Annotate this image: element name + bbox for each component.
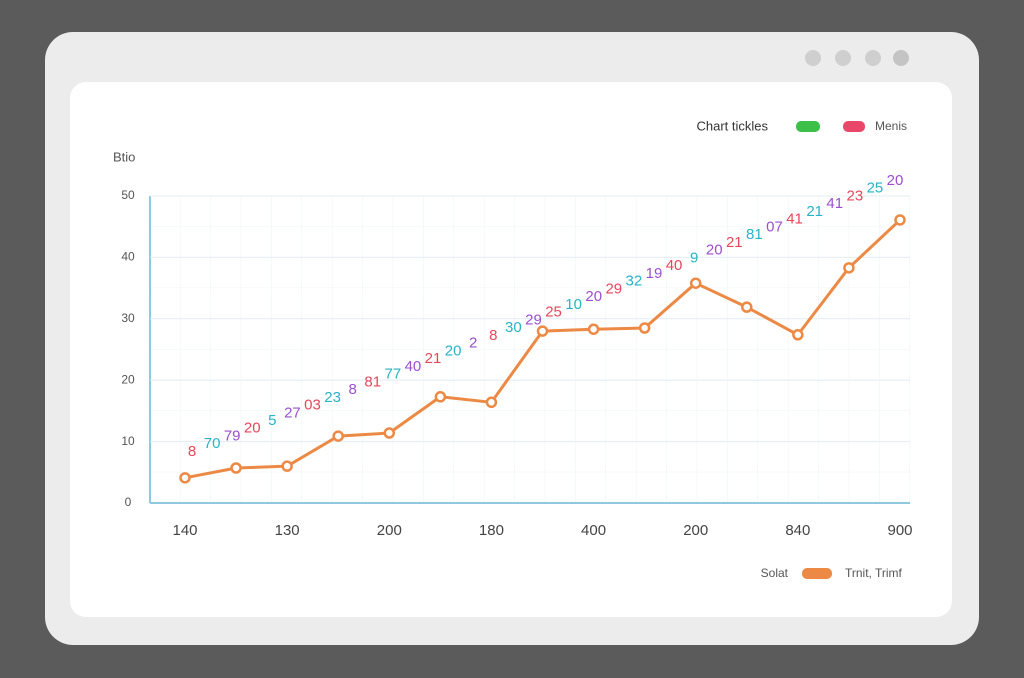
annotation-label: 27 [284,404,301,421]
annotation-label: 25 [867,180,884,197]
x-tick-label: 200 [683,522,708,539]
y-tick-label: 50 [121,188,135,202]
point [383,427,396,439]
point [843,262,855,274]
annotation-label: 40 [405,358,422,375]
point [485,396,498,409]
annotation-label: 81 [746,226,763,243]
point [638,322,651,334]
legend-caption: Solat [761,566,789,580]
annotation-label: 21 [726,234,743,251]
y-tick-label: 40 [121,250,135,264]
legend-title: Chart tickles [696,118,768,133]
point [434,391,447,403]
x-tick-label: 400 [581,522,606,539]
window-dot[interactable] [893,50,909,66]
annotation-label: 20 [887,172,904,189]
legend-swatch [802,568,832,579]
annotation-label: 8 [188,443,196,460]
annotation-label: 23 [324,389,341,406]
point [536,325,549,337]
annotation-label: 8 [489,327,497,344]
annotation-label: 03 [304,397,321,414]
y-tick-label: 10 [121,434,135,448]
annotation-label: 10 [565,296,582,313]
x-tick-label: 840 [785,522,810,539]
y-axis-label: Btio [113,149,135,164]
x-tick-label: 200 [377,522,402,539]
annotation-label: 41 [786,211,803,228]
point [894,214,906,226]
point [281,460,293,472]
point [332,430,344,442]
legend-label: Trnit, Trimf [845,566,903,580]
annotation-label: 20 [706,242,723,259]
x-tick-label: 900 [887,522,912,539]
annotation-label: 20 [445,342,462,359]
annotation-label: 41 [826,195,843,212]
point [179,472,191,484]
annotation-label: 40 [666,257,683,274]
window-dot[interactable] [805,50,821,66]
annotation-label: 9 [690,249,698,266]
annotation-label: 2 [469,335,477,352]
y-tick-label: 20 [121,372,135,386]
point [741,301,753,313]
annotation-label: 20 [585,288,602,305]
x-tick-label: 130 [275,522,300,539]
annotation-label: 19 [646,265,663,282]
annotation-label: 25 [545,304,562,321]
x-tick-label: 140 [172,522,197,539]
annotation-label: 5 [268,412,276,429]
point [689,277,702,289]
annotation-label: 21 [806,203,823,220]
annotation-label: 70 [204,435,221,452]
annotation-label: 21 [425,350,442,367]
point [792,329,804,341]
x-tick-label: 180 [479,522,504,539]
annotation-label: 79 [224,427,241,444]
annotation-label: 32 [626,273,643,290]
legend-swatch [843,121,865,132]
annotation-label: 81 [364,373,381,390]
y-tick-label: 0 [125,495,132,509]
annotation-label: 8 [349,381,357,398]
annotation-label: 77 [385,366,402,383]
annotation-label: 30 [505,319,522,336]
y-tick-label: 30 [121,311,135,325]
annotation-label: 20 [244,420,261,437]
annotation-label: 07 [766,218,783,235]
annotation-label: 29 [525,311,542,328]
annotation-label: 23 [846,187,863,204]
window-dot[interactable] [865,50,881,66]
annotation-label: 29 [605,280,622,297]
window-dot[interactable] [835,50,851,66]
point [230,462,242,474]
legend-swatch [796,121,820,132]
legend-label: Menis [875,119,907,133]
point [587,323,600,335]
